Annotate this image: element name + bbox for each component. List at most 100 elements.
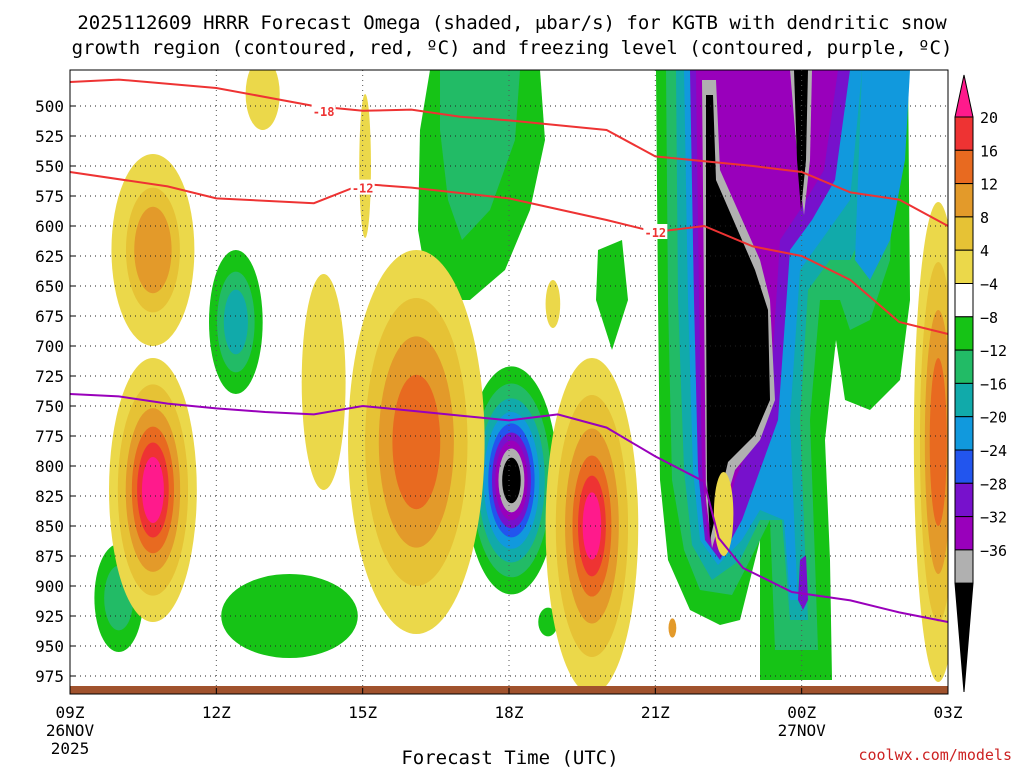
x-tick-label: 03Z: [934, 703, 963, 722]
omega-core-19z: [465, 366, 558, 595]
omega-contour-band: [392, 374, 441, 510]
colorbar-label: −24: [980, 442, 1007, 460]
omega-sink-03z: [913, 202, 948, 682]
omega-sink-16z: [348, 250, 485, 634]
y-tick-label: 525: [35, 127, 64, 146]
colorbar-swatch: [954, 116, 974, 151]
colorbar-label: −28: [980, 475, 1007, 493]
contour-label-bg: [643, 224, 668, 239]
omega-band-notch-core: [794, 70, 808, 210]
omega-sink-1030z: [111, 154, 195, 346]
omega-shading: [94, 70, 948, 694]
y-tick-label: 700: [35, 337, 64, 356]
omega-contour-band: [141, 457, 164, 523]
omega-sink-mid: [545, 280, 561, 328]
omega-contour-band: [245, 70, 280, 130]
x-axis-label: Forecast Time (UTC): [401, 747, 618, 768]
contour-label: -18: [313, 105, 335, 119]
y-tick-label: 950: [35, 637, 64, 656]
colorbar-swatch: [954, 549, 974, 584]
colorbar-label: −16: [980, 375, 1007, 393]
omega-band-core: [706, 95, 770, 540]
colorbar: 20 16 12 8 4 −4 −8 −12 −16 −20 −24 −28 −32 −36: [954, 74, 1007, 693]
colorbar-swatch: [954, 216, 974, 251]
y-tick-label: 575: [35, 187, 64, 206]
y-tick-label: 925: [35, 607, 64, 626]
plot-area: [70, 70, 948, 694]
colorbar-swatch: [954, 283, 974, 318]
colorbar-top-arrow: [954, 74, 974, 118]
omega-contour-band: [929, 358, 947, 526]
colorbar-label: −4: [980, 276, 998, 294]
x-tick-date: 26NOV: [46, 721, 95, 740]
colorbar-label: 4: [980, 242, 989, 260]
contour-label-bg: [311, 102, 336, 118]
omega-contour-band: [223, 289, 248, 355]
colorbar-label: −36: [980, 542, 1007, 560]
contour-label-bg: [350, 179, 375, 195]
y-tick-label: 750: [35, 397, 64, 416]
colorbar-swatch: [954, 183, 974, 218]
omega-sink-dot: [668, 618, 677, 638]
x-tick-label: 00Z: [787, 703, 816, 722]
y-tick-label: 875: [35, 547, 64, 566]
x-tick-date: 27NOV: [778, 721, 827, 740]
y-tick-label: 550: [35, 157, 64, 176]
y-tick-label: 600: [35, 217, 64, 236]
contour-label: -12: [352, 182, 374, 196]
omega-core-14z: [221, 574, 358, 658]
axes: 500 525 550 575 600 625 650 675 700 725 750 775 800 8…: [35, 69, 963, 758]
y-tick-label: 625: [35, 247, 64, 266]
omega-contour-band: [502, 457, 521, 504]
contour-line: [69, 393, 949, 623]
x-tick-label: 21Z: [641, 703, 670, 722]
colorbar-swatch: [954, 516, 974, 551]
contour-line: [69, 78, 949, 227]
omega-band-right: [855, 70, 910, 280]
omega-contour-band: [301, 274, 346, 490]
y-tick-label: 825: [35, 487, 64, 506]
colorbar-label: 20: [980, 109, 998, 127]
x-tick-label: 15Z: [348, 703, 377, 722]
contour-line: [69, 171, 949, 335]
chart-title-line1: 2025112609 HRRR Forecast Omega (shaded, …: [77, 12, 947, 34]
colorbar-label: 16: [980, 142, 998, 160]
y-tick-label: 650: [35, 277, 64, 296]
omega-sink-14z: [301, 274, 346, 490]
colorbar-label: 12: [980, 176, 998, 194]
colorbar-label: 8: [980, 209, 989, 227]
omega-contour-band: [545, 280, 561, 328]
y-tick-label: 500: [35, 97, 64, 116]
y-tick-label: 975: [35, 667, 64, 686]
y-tick-label: 900: [35, 577, 64, 596]
colorbar-swatch: [954, 449, 974, 484]
x-tick-label: 12Z: [202, 703, 231, 722]
x-tick-year: 2025: [51, 739, 90, 758]
omega-core-1030z: [209, 250, 263, 394]
omega-contour-band: [221, 574, 358, 658]
y-tick-label: 775: [35, 427, 64, 446]
colorbar-swatch: [954, 382, 974, 418]
y-tick-label: 725: [35, 367, 64, 386]
credit-text: coolwx.com/models: [858, 746, 1012, 764]
omega-band-small: [596, 240, 628, 350]
colorbar-swatch: [954, 482, 974, 518]
y-tick-label: 850: [35, 517, 64, 536]
chart-title-line2: growth region (contoured, red, ºC) and f…: [72, 37, 953, 59]
x-tick-label: 09Z: [56, 703, 85, 722]
omega-band-lower-sliver: [798, 555, 808, 610]
omega-contour-band: [582, 492, 602, 560]
omega-band-upper-left-inner: [440, 70, 520, 240]
contour-label: -12: [644, 226, 666, 240]
omega-contour-band: [134, 206, 172, 294]
colorbar-swatch: [954, 149, 974, 185]
contours: -18 -12 -12: [69, 78, 949, 623]
omega-contour-band: [668, 618, 677, 638]
colorbar-label: −32: [980, 509, 1007, 527]
colorbar-label: −20: [980, 409, 1007, 427]
colorbar-label: −8: [980, 309, 998, 327]
colorbar-swatch: [954, 349, 974, 384]
y-tick-label: 800: [35, 457, 64, 476]
